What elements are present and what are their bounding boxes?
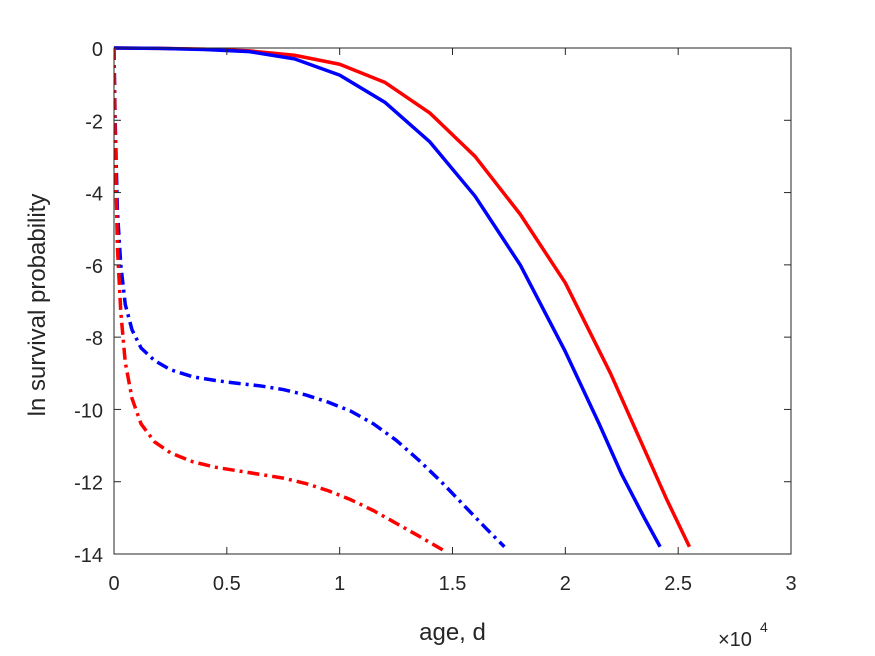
x-axis-exponent: ×10 4 [718, 619, 768, 651]
series-line-3 [114, 47, 506, 549]
axes-layer: 0 0.5 1 1.5 2 2.5 3 0 -2 -4 -6 -8 -10 -12 -14 [74, 39, 796, 595]
y-tick-label: -10 [74, 400, 103, 422]
series-layer [114, 46, 692, 552]
x-exponent-base: ×10 [718, 629, 752, 651]
y-tick-label: -6 [85, 256, 103, 278]
x-tick-label: 3 [785, 573, 796, 595]
y-tick-label: -2 [85, 111, 103, 133]
y-tick-label: 0 [92, 39, 103, 61]
series-line-4 [114, 47, 445, 552]
x-tick-label: 2 [560, 573, 571, 595]
plot-area [114, 48, 791, 554]
x-tick-label: 0 [108, 573, 119, 595]
x-exponent-power: 4 [760, 619, 768, 635]
x-tick-label: 1 [334, 573, 345, 595]
x-tick-label: 1.5 [439, 573, 467, 595]
y-axis-title: ln survival probability [24, 194, 51, 417]
series-line-2 [114, 46, 662, 548]
y-tick-label: -4 [85, 184, 103, 206]
plot-background [114, 48, 791, 554]
x-tick-label: 2.5 [664, 573, 692, 595]
y-tick-label: -8 [85, 328, 103, 350]
x-axis-title: age, d [419, 619, 486, 646]
x-tick-label: 0.5 [213, 573, 241, 595]
y-tick-label: -12 [74, 473, 103, 495]
y-tick-label: -14 [74, 545, 103, 567]
